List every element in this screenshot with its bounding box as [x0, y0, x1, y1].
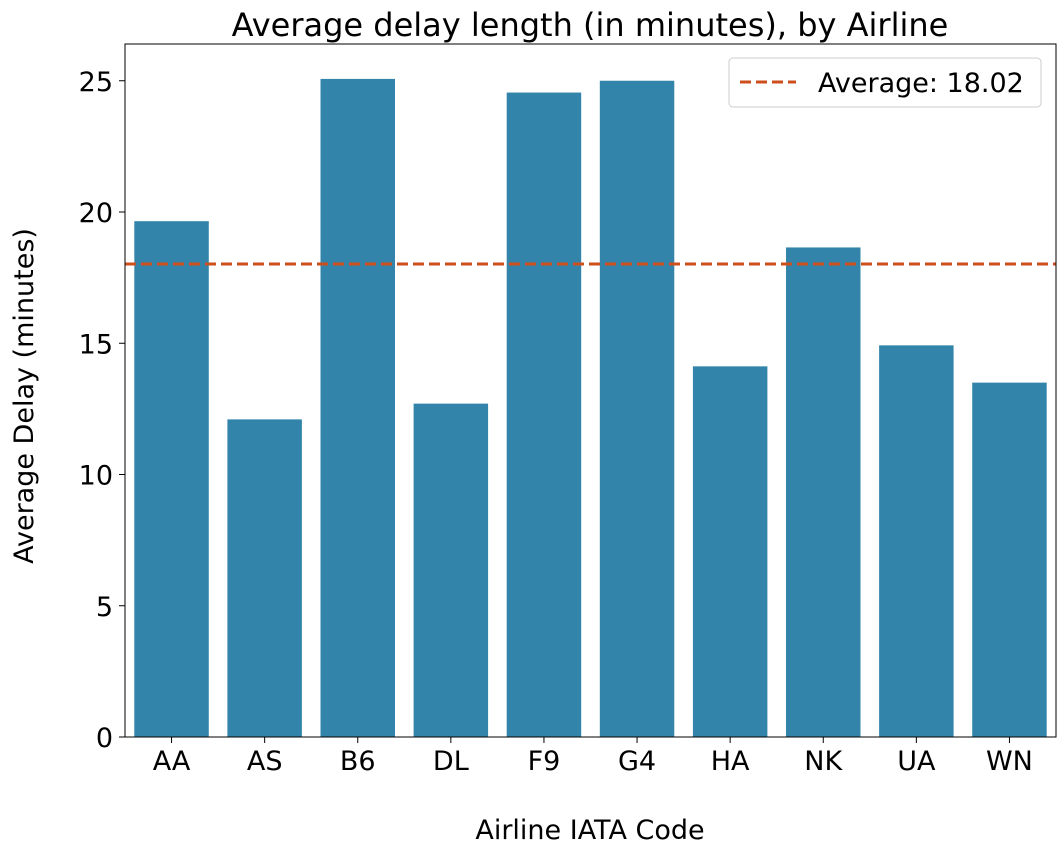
legend: Average: 18.02: [728, 57, 1042, 108]
y-tick-label-0: 0: [96, 723, 113, 754]
x-tick-label-ha: HA: [711, 746, 750, 777]
bars-group: [134, 78, 1047, 738]
bar-ua: [879, 345, 954, 737]
x-tick-label-as: AS: [247, 746, 283, 777]
legend-box: [728, 57, 1042, 108]
x-tick-labels: AA AS B6 DL F9 G4 HA NK UA WN: [153, 737, 1033, 777]
bar-aa: [134, 221, 209, 737]
bar-ha: [692, 366, 768, 737]
y-tick-label-20: 20: [79, 198, 113, 229]
bar-dl: [413, 403, 489, 737]
x-tick-label-b6: B6: [340, 746, 376, 777]
bar-nk: [786, 247, 861, 737]
plot-frame: [124, 43, 1057, 738]
bar-g4: [599, 80, 675, 737]
x-tick-label-f9: F9: [528, 746, 561, 777]
y-axis-label: Average Delay (minutes): [9, 228, 40, 564]
x-tick-label-aa: AA: [153, 746, 191, 777]
x-tick-label-g4: G4: [618, 746, 656, 777]
bar-f9: [506, 92, 582, 737]
bar-wn: [972, 382, 1047, 737]
chart-title: Average delay length (in minutes), by Ai…: [232, 6, 949, 44]
y-tick-label-5: 5: [96, 592, 113, 623]
x-tick-label-nk: NK: [804, 746, 843, 777]
bar-b6: [320, 78, 395, 738]
x-tick-label-ua: UA: [897, 746, 936, 777]
plot-area-border: [124, 43, 1057, 738]
x-tick-label-dl: DL: [433, 746, 469, 777]
bar-as: [227, 419, 302, 737]
x-tick-label-wn: WN: [986, 746, 1033, 777]
y-tick-label-25: 25: [79, 67, 113, 98]
y-tick-label-15: 15: [79, 329, 113, 360]
y-tick-labels: 0 5 10 15 20 25: [79, 67, 125, 754]
legend-entry-average: Average: 18.02: [818, 68, 1024, 99]
x-axis-label: Airline IATA Code: [475, 815, 704, 846]
y-tick-label-10: 10: [79, 461, 113, 492]
